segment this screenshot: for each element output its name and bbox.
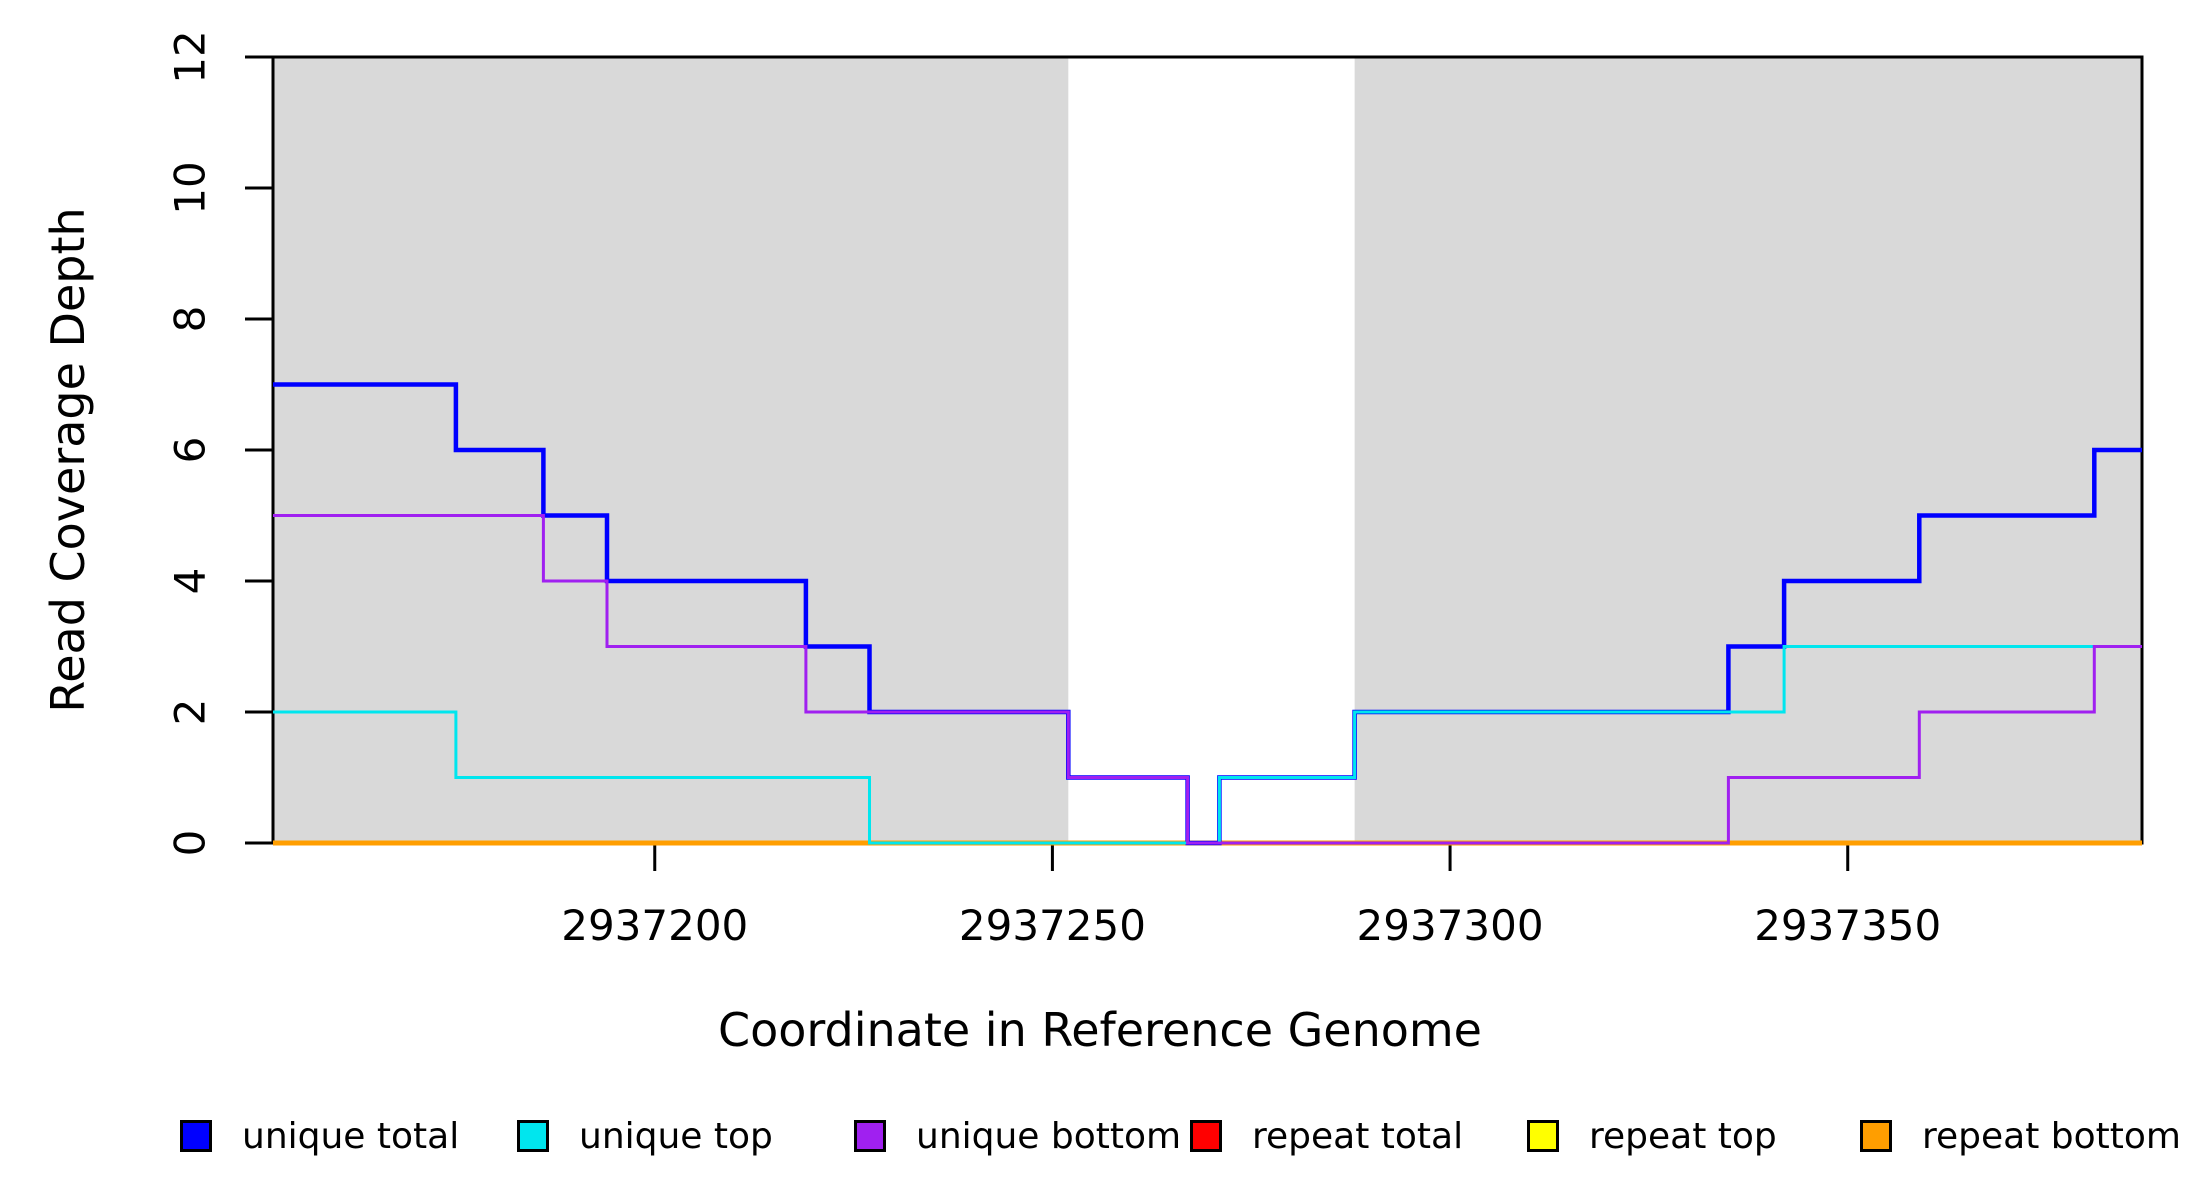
axis-ticks-layer: 2937200 2937250 2937300 2937350 0 2 4 6 8 10 12 (166, 30, 1942, 950)
y-axis-tick-label: 12 (166, 30, 215, 83)
shaded-region (1354, 57, 2142, 843)
y-axis-tick-label: 10 (166, 161, 215, 214)
x-axis-tick-label: 2937350 (1754, 901, 1941, 950)
y-axis-tick-label: 6 (166, 437, 215, 464)
y-axis-tick-label: 0 (166, 830, 215, 857)
series-line-unique-bottom (273, 514, 2142, 845)
y-axis-tick-label: 2 (166, 699, 215, 726)
y-axis-tick-label: 4 (166, 568, 215, 595)
series-lines-layer (273, 382, 2142, 846)
x-axis-tick-label: 2937250 (959, 901, 1146, 950)
x-axis-tick-label: 2937200 (561, 901, 748, 950)
x-axis-tick-label: 2937300 (1357, 901, 1544, 950)
y-axis-tick-label: 8 (166, 306, 215, 333)
shaded-regions-layer (273, 57, 2142, 843)
shaded-region (273, 57, 1069, 843)
x-axis-title: Coordinate in Reference Genome (718, 1003, 1482, 1057)
y-axis-title: Read Coverage Depth (41, 207, 95, 712)
series-line-unique-top (273, 645, 2142, 845)
